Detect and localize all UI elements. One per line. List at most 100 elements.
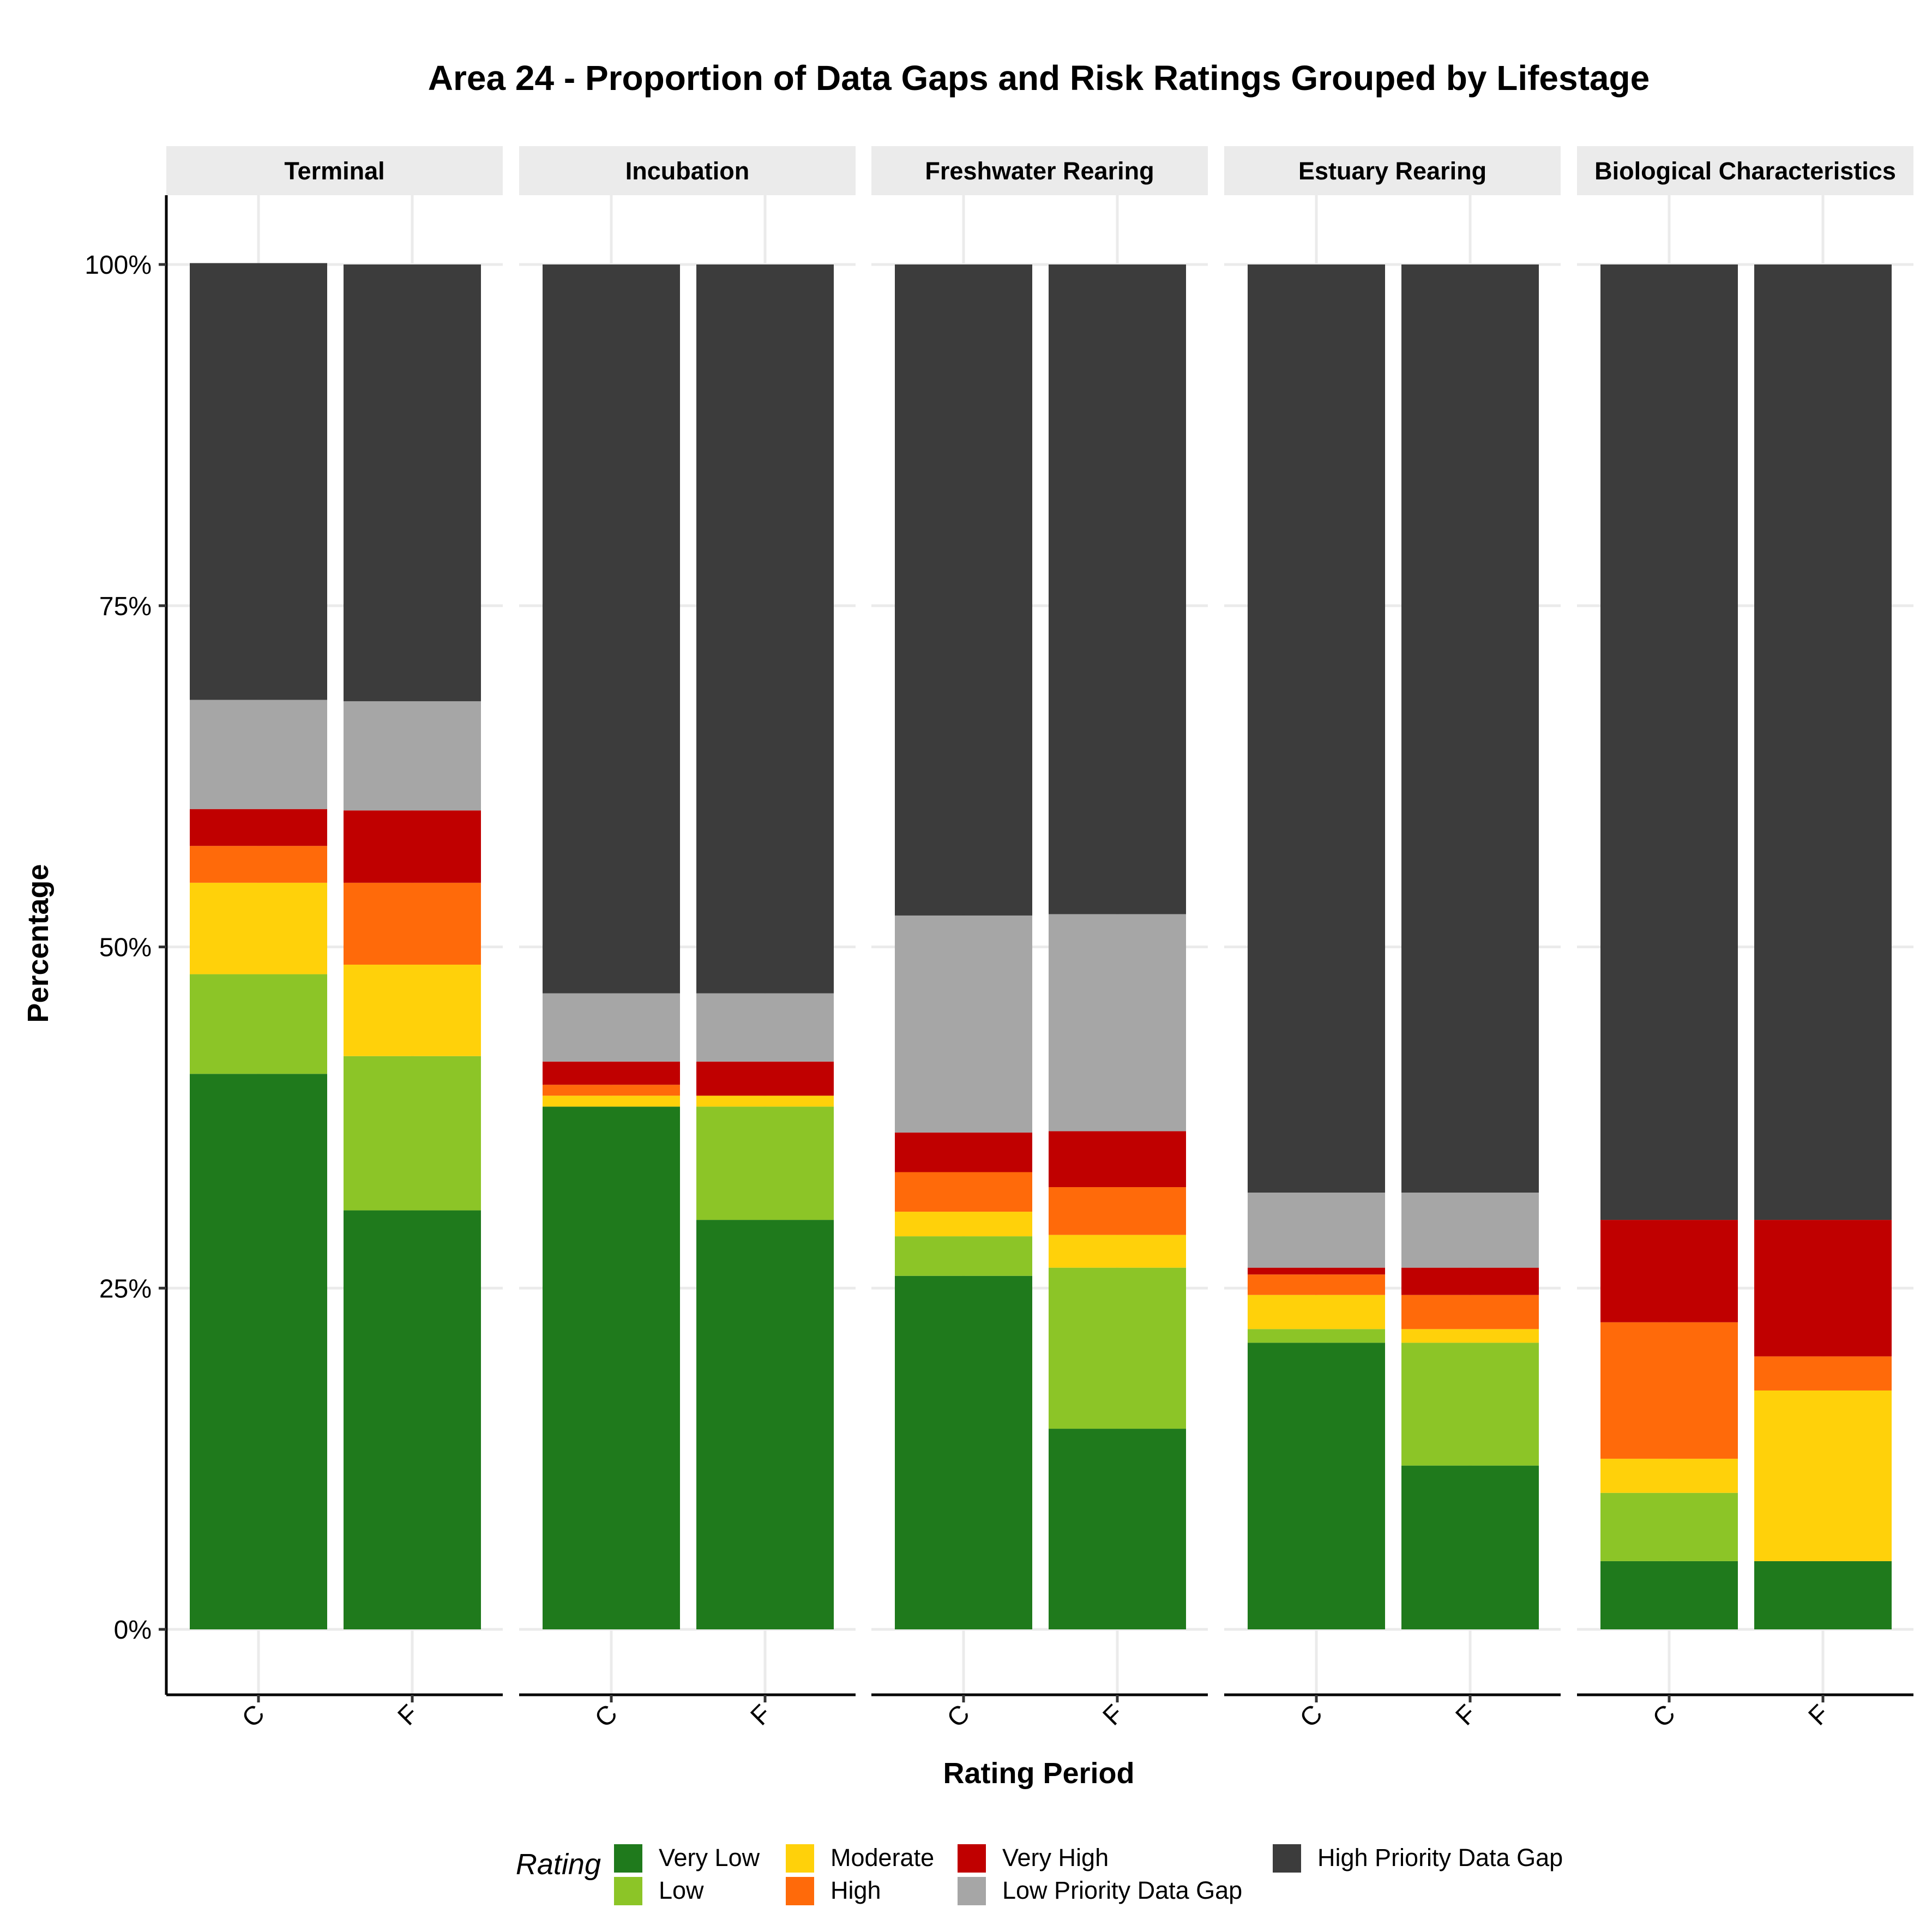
- x-axis-title: Rating Period: [943, 1757, 1134, 1790]
- legend-key-high: [786, 1877, 814, 1905]
- bar-segment-very-high: [696, 1061, 834, 1096]
- bar-segment-low: [1248, 1329, 1385, 1343]
- x-tick-label: C: [1295, 1699, 1328, 1733]
- panel-terminal: Terminal C F: [166, 146, 503, 1733]
- bar-segment-high-priority-data-gap: [1049, 264, 1186, 914]
- bar-segment-low: [190, 974, 327, 1074]
- bar-segment-moderate: [1754, 1390, 1892, 1561]
- x-tick-label: F: [1098, 1699, 1129, 1731]
- bar-segment-very-high: [1401, 1267, 1539, 1295]
- y-axis-title: Percentage: [22, 864, 55, 1022]
- legend-label: Low: [659, 1876, 704, 1904]
- bar-segment-high-priority-data-gap: [1401, 264, 1539, 1193]
- facet-strip: [871, 146, 1208, 195]
- bar-segment-very-low: [344, 1210, 481, 1629]
- legend-title: Rating: [516, 1848, 601, 1881]
- bar-segment-very-low: [1600, 1561, 1738, 1629]
- bar-segment-high-priority-data-gap: [1248, 264, 1385, 1193]
- facet-strip: [519, 146, 856, 195]
- bar-segment-low-priority-data-gap: [1248, 1193, 1385, 1268]
- legend-label: Very High: [1002, 1844, 1109, 1871]
- legend-key-moderate: [786, 1844, 814, 1873]
- bar-segment-low-priority-data-gap: [344, 701, 481, 811]
- bar-segment-low-priority-data-gap: [543, 993, 680, 1062]
- x-tick-label: C: [1647, 1699, 1681, 1733]
- y-tick-label: 75%: [99, 592, 152, 621]
- bar-segment-very-high: [543, 1061, 680, 1085]
- bar-segment-moderate: [1401, 1329, 1539, 1343]
- bar-segment-moderate: [696, 1096, 834, 1107]
- bar-segment-very-low: [895, 1275, 1032, 1629]
- bar-segment-high: [1248, 1274, 1385, 1295]
- bar-segment-high-priority-data-gap: [1600, 264, 1738, 1220]
- facet-label: Estuary Rearing: [1298, 157, 1486, 185]
- facet-label: Biological Characteristics: [1594, 157, 1896, 185]
- bar-segment-moderate: [344, 965, 481, 1056]
- x-tick-label: F: [393, 1699, 424, 1731]
- bar-segment-very-low: [543, 1106, 680, 1629]
- facet-label: Terminal: [284, 157, 384, 185]
- x-tick-label: C: [942, 1699, 976, 1733]
- bar-segment-very-low: [1754, 1561, 1892, 1629]
- legend-key-low: [614, 1877, 642, 1905]
- bar-segment-very-low: [1401, 1465, 1539, 1629]
- bar-segment-high-priority-data-gap: [696, 264, 834, 994]
- bar-segment-very-high: [1248, 1267, 1385, 1275]
- bar-segment-low: [1049, 1267, 1186, 1429]
- legend-label: Moderate: [830, 1844, 934, 1871]
- bar-segment-very-high: [1049, 1131, 1186, 1188]
- x-tick-label: F: [1450, 1699, 1482, 1731]
- bar-segment-high-priority-data-gap: [344, 264, 481, 701]
- bar-segment-low: [344, 1056, 481, 1211]
- facet-label: Incubation: [625, 157, 749, 185]
- bar-segment-very-low: [696, 1220, 834, 1629]
- legend-label: High Priority Data Gap: [1317, 1844, 1563, 1871]
- legend-label: High: [830, 1876, 881, 1904]
- bar-segment-moderate: [543, 1096, 680, 1107]
- bar-segment-low: [895, 1236, 1032, 1276]
- bar-segment-low: [696, 1106, 834, 1220]
- legend-key-very-low: [614, 1844, 642, 1873]
- y-tick-label: 0%: [114, 1616, 152, 1645]
- y-axis: 0% 25% 50% 75% 100%: [85, 195, 168, 1695]
- facet-strip: [1577, 146, 1913, 195]
- bar-segment-very-high: [1754, 1220, 1892, 1357]
- bar-segment-moderate: [190, 882, 327, 974]
- bar-segment-high-priority-data-gap: [895, 264, 1032, 916]
- bar-segment-low-priority-data-gap: [696, 993, 834, 1062]
- bar-segment-low: [1600, 1492, 1738, 1561]
- bar-segment-high: [1049, 1187, 1186, 1235]
- legend-key-low-priority-data-gap: [958, 1877, 986, 1905]
- x-tick-label: F: [745, 1699, 777, 1731]
- x-tick-label: C: [237, 1699, 270, 1733]
- bar-segment-moderate: [895, 1212, 1032, 1237]
- legend-key-very-high: [958, 1844, 986, 1873]
- bar-segment-very-high: [895, 1132, 1032, 1172]
- bar-segment-very-low: [1049, 1429, 1186, 1629]
- bar-segment-high: [344, 882, 481, 965]
- bar-segment-very-low: [1248, 1343, 1385, 1629]
- bar-segment-moderate: [1049, 1235, 1186, 1268]
- bar-segment-very-high: [1600, 1220, 1738, 1322]
- panel-estuary-rearing: Estuary Rearing C F: [1224, 146, 1561, 1733]
- x-tick-label: F: [1803, 1699, 1835, 1731]
- legend: Rating Very Low Low Moderate High Very High L…: [516, 1844, 1563, 1905]
- bar-segment-very-low: [190, 1074, 327, 1629]
- panel-biological-characteristics: Biological Characteristics C F: [1577, 146, 1913, 1733]
- x-tick-label: C: [589, 1699, 623, 1733]
- bar-segment-high: [190, 846, 327, 883]
- bar-segment-low-priority-data-gap: [190, 700, 327, 809]
- bar-segment-high: [1401, 1295, 1539, 1329]
- bar-segment-moderate: [1600, 1459, 1738, 1493]
- bar-segment-high: [1754, 1356, 1892, 1391]
- bar-segment-low-priority-data-gap: [895, 915, 1032, 1133]
- y-tick-label: 100%: [85, 251, 152, 280]
- bar-segment-high-priority-data-gap: [543, 264, 680, 994]
- bar-segment-high: [1600, 1322, 1738, 1459]
- panel-freshwater-rearing: Freshwater Rearing C F: [871, 146, 1208, 1733]
- facet-strip: [166, 146, 503, 195]
- bar-segment-very-high: [190, 809, 327, 846]
- legend-key-high-priority-data-gap: [1273, 1844, 1301, 1873]
